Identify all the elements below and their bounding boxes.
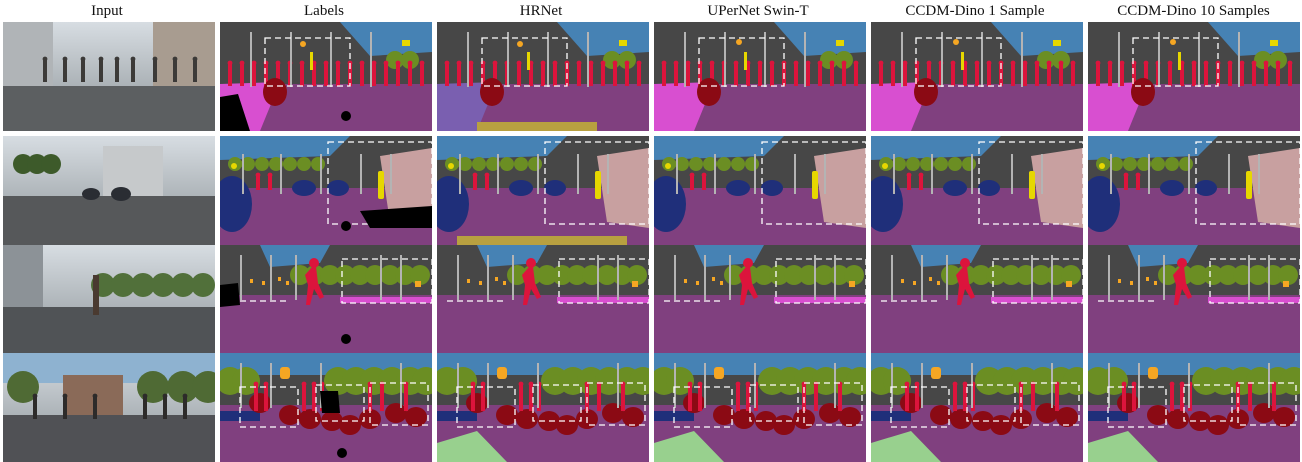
column-title-ccdm-10: CCDM-Dino 10 Samples bbox=[1117, 3, 1270, 19]
input-segmentation-graphic bbox=[3, 136, 215, 245]
input-image-row-1 bbox=[3, 22, 215, 131]
upernet-segmentation-graphic bbox=[654, 353, 866, 462]
column-title-labels: Labels bbox=[304, 3, 344, 19]
labels-segmentation-graphic bbox=[220, 245, 432, 354]
column-header-row: Input Labels HRNet UPerNet Swin-T CCDM-D… bbox=[0, 0, 1302, 20]
hrnet-image-row-3 bbox=[437, 245, 649, 354]
upernet-segmentation-graphic bbox=[654, 245, 866, 354]
ccdm-10-segmentation-graphic bbox=[1088, 22, 1300, 131]
ccdm-10-image-row-2 bbox=[1088, 136, 1300, 245]
column-title-ccdm-1: CCDM-Dino 1 Sample bbox=[905, 3, 1045, 19]
ccdm-1-image-row-4 bbox=[871, 353, 1083, 462]
input-segmentation-graphic bbox=[3, 245, 215, 354]
hrnet-image-row-2 bbox=[437, 136, 649, 245]
hrnet-segmentation-graphic bbox=[437, 22, 649, 131]
labels-segmentation-graphic bbox=[220, 22, 432, 131]
column-title-upernet: UPerNet Swin-T bbox=[707, 3, 809, 19]
ccdm-1-segmentation-graphic bbox=[871, 245, 1083, 354]
ccdm-1-segmentation-graphic bbox=[871, 22, 1083, 131]
column-title-input: Input bbox=[91, 3, 123, 19]
hrnet-image-row-4 bbox=[437, 353, 649, 462]
hrnet-segmentation-graphic bbox=[437, 136, 649, 245]
ccdm-10-segmentation-graphic bbox=[1088, 136, 1300, 245]
upernet-image-row-2 bbox=[654, 136, 866, 245]
labels-image-row-1 bbox=[220, 22, 432, 131]
labels-image-row-3 bbox=[220, 245, 432, 354]
labels-image-row-4 bbox=[220, 353, 432, 462]
input-image-row-4 bbox=[3, 353, 215, 462]
labels-segmentation-graphic bbox=[220, 353, 432, 462]
input-segmentation-graphic bbox=[3, 22, 215, 131]
ccdm-1-segmentation-graphic bbox=[871, 136, 1083, 245]
hrnet-segmentation-graphic bbox=[437, 245, 649, 354]
ccdm-10-segmentation-graphic bbox=[1088, 245, 1300, 354]
ccdm-1-segmentation-graphic bbox=[871, 353, 1083, 462]
ccdm-1-image-row-2 bbox=[871, 136, 1083, 245]
input-segmentation-graphic bbox=[3, 353, 215, 462]
ccdm-10-segmentation-graphic bbox=[1088, 353, 1300, 462]
upernet-segmentation-graphic bbox=[654, 22, 866, 131]
column-title-hrnet: HRNet bbox=[519, 3, 563, 19]
input-image-row-2 bbox=[3, 136, 215, 245]
upernet-image-row-3 bbox=[654, 245, 866, 354]
ccdm-10-image-row-3 bbox=[1088, 245, 1300, 354]
ccdm-1-image-row-1 bbox=[871, 22, 1083, 131]
upernet-image-row-1 bbox=[654, 22, 866, 131]
ccdm-1-image-row-3 bbox=[871, 245, 1083, 354]
ccdm-10-image-row-4 bbox=[1088, 353, 1300, 462]
hrnet-segmentation-graphic bbox=[437, 353, 649, 462]
ccdm-10-image-row-1 bbox=[1088, 22, 1300, 131]
upernet-image-row-4 bbox=[654, 353, 866, 462]
upernet-segmentation-graphic bbox=[654, 136, 866, 245]
input-image-row-3 bbox=[3, 245, 215, 354]
hrnet-image-row-1 bbox=[437, 22, 649, 131]
labels-segmentation-graphic bbox=[220, 136, 432, 245]
labels-image-row-2 bbox=[220, 136, 432, 245]
